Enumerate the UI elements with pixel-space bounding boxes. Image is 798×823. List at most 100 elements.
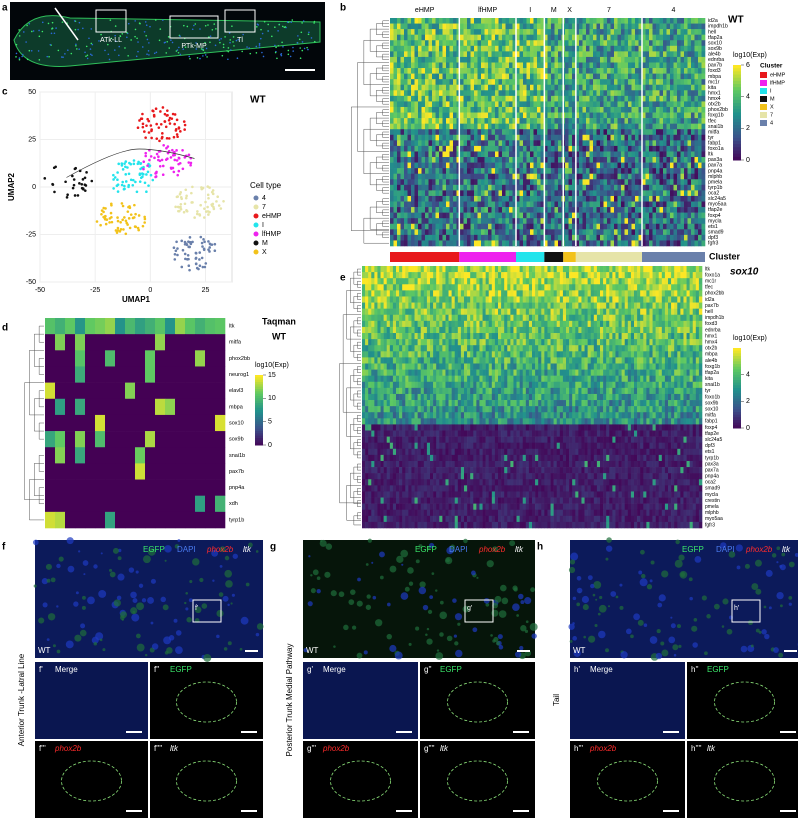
heatmap-cell xyxy=(569,79,573,85)
heatmap-cell xyxy=(674,107,678,113)
heatmap-cell xyxy=(537,235,541,241)
embryo-signal xyxy=(39,35,41,37)
heatmap-cell xyxy=(628,68,632,74)
heatmap-cell xyxy=(551,174,555,180)
heatmap-cell xyxy=(684,190,688,196)
heatmap-cell xyxy=(646,146,650,152)
embryo-signal xyxy=(290,21,292,23)
heatmap-cell xyxy=(611,24,615,30)
point xyxy=(204,262,207,265)
heatmap-cell xyxy=(581,266,584,272)
heatmap-cell xyxy=(583,35,587,41)
heatmap-cell xyxy=(688,90,692,96)
heatmap-cell xyxy=(530,18,534,24)
embryo-signal xyxy=(149,26,151,28)
heatmap-cell xyxy=(523,163,527,169)
point xyxy=(125,180,128,183)
heatmap-cell xyxy=(691,140,695,146)
heatmap-cell xyxy=(135,350,145,366)
heatmap-cell xyxy=(558,46,562,52)
heatmap-cell xyxy=(495,107,499,113)
heatmap-cell xyxy=(527,96,531,102)
heatmap-cell xyxy=(95,399,105,415)
heatmap-cell xyxy=(509,140,513,146)
heatmap-cell xyxy=(453,140,457,146)
heatmap-cell xyxy=(688,207,692,213)
heatmap-cell xyxy=(593,235,597,241)
heatmap-cell xyxy=(436,240,440,246)
heatmap-cell xyxy=(614,96,618,102)
heatmap-cell xyxy=(499,174,503,180)
point xyxy=(110,216,113,219)
heatmap-cell xyxy=(520,146,524,152)
heatmap-cell xyxy=(415,146,419,152)
point xyxy=(179,206,182,209)
heatmap-cell xyxy=(397,40,401,46)
heatmap-cell xyxy=(523,118,527,124)
embryo-signal xyxy=(79,22,81,24)
heatmap-cell xyxy=(632,179,636,185)
heatmap-cell xyxy=(691,46,695,52)
heatmap-cell xyxy=(607,124,611,130)
heatmap-cell xyxy=(548,18,552,24)
heatmap-cell xyxy=(534,29,538,35)
heatmap-cell xyxy=(425,151,429,157)
heatmap-cell xyxy=(175,399,185,415)
embryo-signal xyxy=(281,42,283,44)
heatmap-cell xyxy=(579,240,583,246)
heatmap-cell xyxy=(527,51,531,57)
heatmap-cell xyxy=(548,68,552,74)
heatmap-cell xyxy=(460,146,464,152)
heatmap-cell xyxy=(586,68,590,74)
heatmap-cell xyxy=(637,266,640,272)
heatmap-cell xyxy=(681,46,685,52)
point xyxy=(166,109,169,112)
heatmap-cell xyxy=(590,207,594,213)
heatmap-cell xyxy=(691,240,695,246)
heatmap-cell xyxy=(155,350,165,366)
heatmap-cell xyxy=(604,113,608,119)
embryo-signal xyxy=(281,53,283,55)
heatmap-cell xyxy=(663,90,667,96)
heatmap-cell xyxy=(460,40,464,46)
point xyxy=(147,171,150,174)
heatmap-cell xyxy=(506,107,510,113)
heatmap-cell xyxy=(660,140,664,146)
heatmap-cell xyxy=(453,118,457,124)
heatmap-cell xyxy=(436,168,440,174)
embryo-signal xyxy=(29,23,31,25)
heatmap-cell xyxy=(695,163,699,169)
heatmap-cell xyxy=(471,62,475,68)
heatmap-cell xyxy=(185,334,195,350)
heatmap-cell xyxy=(422,151,426,157)
heatmap-cell xyxy=(520,240,524,246)
heatmap-cell xyxy=(85,415,95,431)
heatmap-cell xyxy=(600,140,604,146)
heatmap-cell xyxy=(411,229,415,235)
heatmap-cell xyxy=(558,24,562,30)
heatmap-cell xyxy=(432,174,436,180)
heatmap-cell xyxy=(684,74,688,80)
point xyxy=(115,229,118,232)
heatmap-cell xyxy=(699,266,702,272)
heatmap-cell xyxy=(674,90,678,96)
heatmap-cell xyxy=(485,74,489,80)
heatmap-cell xyxy=(649,185,653,191)
heatmap-cell xyxy=(663,51,667,57)
heatmap-cell xyxy=(432,185,436,191)
heatmap-cell xyxy=(488,196,492,202)
heatmap-cell xyxy=(185,399,195,415)
heatmap-cell xyxy=(600,157,604,163)
embryo-signal xyxy=(261,52,263,54)
heatmap-cell xyxy=(436,40,440,46)
heatmap-cell xyxy=(646,151,650,157)
heatmap-cell xyxy=(506,218,510,224)
heatmap-cell xyxy=(523,79,527,85)
heatmap-cell xyxy=(488,224,492,230)
heatmap-cell xyxy=(492,51,496,57)
heatmap-cell xyxy=(425,224,429,230)
point xyxy=(187,161,190,164)
heatmap-cell xyxy=(467,62,471,68)
heatmap-cell xyxy=(439,157,443,163)
embryo-signal xyxy=(257,23,259,25)
